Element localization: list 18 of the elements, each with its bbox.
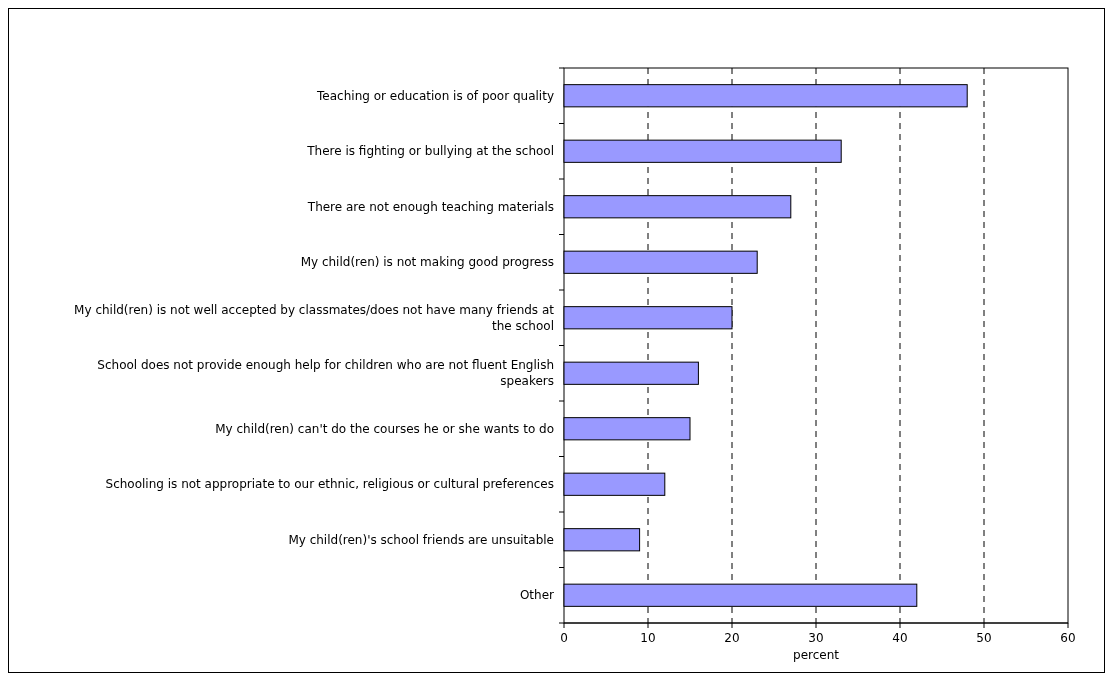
y-tick-label: My child(ren) is not making good progress bbox=[300, 254, 554, 269]
x-tick-label: 10 bbox=[640, 631, 656, 645]
y-tick-label: Schooling is not appropriate to our ethnic, religious or cultural preferences bbox=[105, 476, 554, 491]
y-tick-label: School does not provide enough help for children who are not fluent English speakers bbox=[97, 357, 554, 388]
y-tick-label: My child(ren) can't do the courses he or she wants to do bbox=[215, 421, 554, 436]
x-tick-label: 20 bbox=[724, 631, 740, 645]
y-tick-label: My child(ren) is not well accepted by classmates/does not have many friends at the school bbox=[74, 302, 555, 333]
y-tick-label: My child(ren)'s school friends are unsuitable bbox=[288, 532, 554, 547]
y-tick-label: There is fighting or bullying at the school bbox=[306, 143, 554, 158]
x-tick-label: 60 bbox=[1060, 631, 1076, 645]
x-tick-label: 40 bbox=[892, 631, 908, 645]
x-tick-label: 0 bbox=[560, 631, 568, 645]
x-axis-title: percent bbox=[793, 648, 840, 662]
y-tick-label: Teaching or education is of poor quality bbox=[316, 88, 554, 103]
y-tick-label: There are not enough teaching materials bbox=[306, 199, 554, 214]
x-tick-label: 30 bbox=[808, 631, 824, 645]
y-tick-label: Other bbox=[519, 587, 555, 602]
x-tick-label: 50 bbox=[976, 631, 992, 645]
